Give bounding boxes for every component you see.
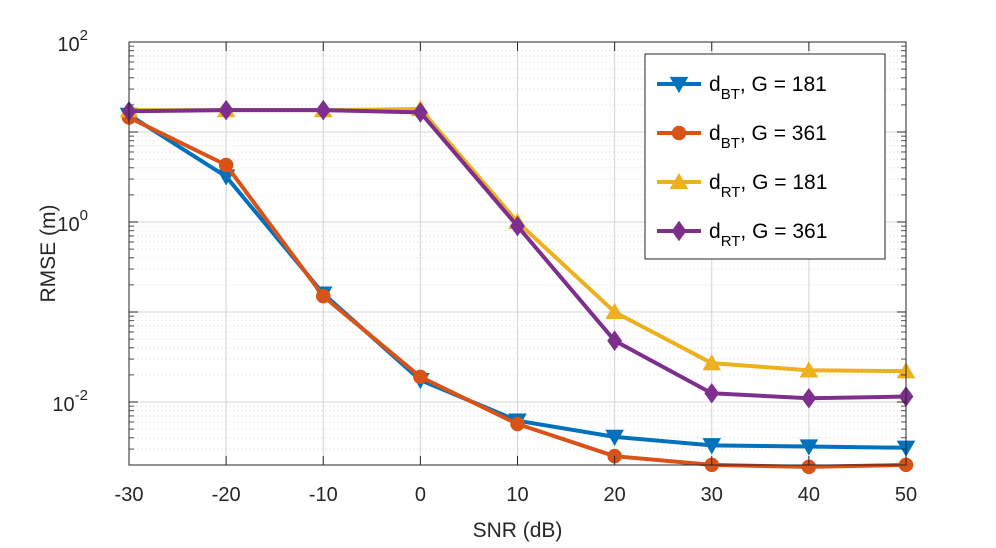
legend-label: dRT, G = 181 [709,171,827,201]
x-tick-label: -30 [115,484,144,506]
data-point [799,439,819,456]
axis-ticks: -30 -20 -10 0 10 20 30 40 50 10-2 100 102 [52,27,917,506]
data-point [413,369,428,385]
x-tick-label: 10 [506,484,528,506]
legend-marker [671,220,687,242]
legend-marker [669,76,689,94]
data-point [801,387,817,409]
y-tick-label: 10-2 [52,387,88,416]
data-point [412,102,428,123]
x-axis-label: SNR (dB) [473,519,563,542]
data-point [799,361,819,378]
data-point [702,354,722,371]
x-tick-label: 20 [604,484,626,506]
legend-marker [669,172,689,190]
data-point [704,382,720,404]
series-layer [119,99,916,475]
data-point [218,99,234,121]
y-tick-label: 102 [57,27,88,56]
data-point [510,215,525,237]
legend-entry: dRT, G = 361 [657,220,827,250]
data-point [315,99,331,121]
legend-entry: dRT, G = 181 [657,171,827,201]
legend-label: dRT, G = 361 [709,220,827,250]
series-2 [121,110,914,475]
legend-label: dBT, G = 361 [709,122,827,152]
x-tick-label: 40 [798,484,820,506]
x-tick-label: 0 [415,484,426,506]
legend-entry: dBT, G = 181 [657,73,827,103]
legend-box [644,53,886,260]
y-tick-label: 100 [57,207,88,236]
data-point [702,438,722,455]
y-axis-label: RMSE (m) [37,205,60,303]
data-point [605,429,624,446]
x-tick-label: 50 [895,484,917,506]
legend-marker [671,125,687,141]
legend: dBT, G = 181 dBT, G = 361 dRT, G = 181 dRT,… [644,53,886,260]
data-point [510,416,525,432]
x-tick-label: -20 [212,484,241,506]
data-point [607,330,623,351]
data-point [218,157,234,173]
data-point [316,288,331,304]
x-tick-label: -10 [309,484,338,506]
legend-entry: dBT, G = 361 [657,122,827,152]
legend-label: dBT, G = 181 [709,73,827,103]
data-point [605,302,624,320]
x-tick-label: 30 [701,484,723,506]
